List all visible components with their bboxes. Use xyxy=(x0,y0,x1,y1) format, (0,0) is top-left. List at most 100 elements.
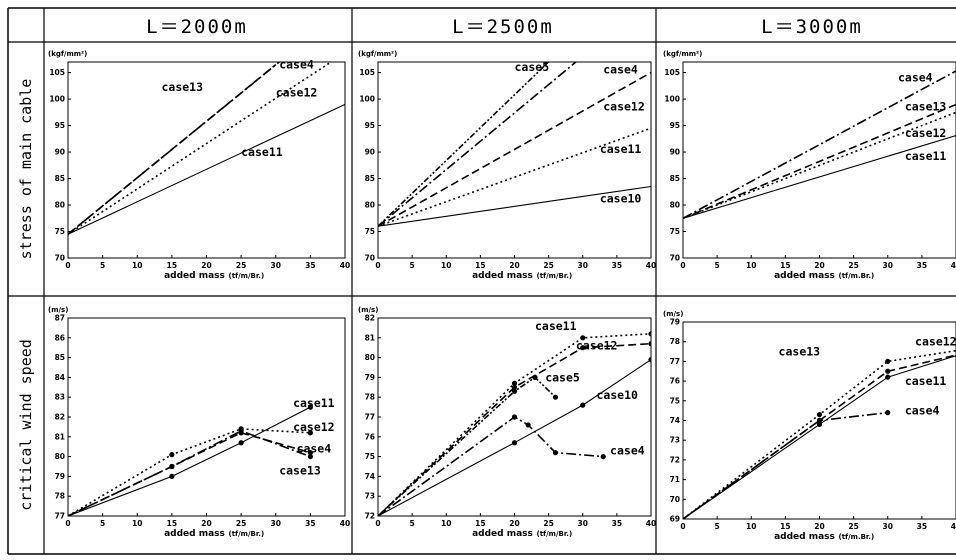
series-label-case12: case12 xyxy=(915,335,956,349)
y-tick-label: 82 xyxy=(55,413,65,422)
x-tick-label: 5 xyxy=(715,522,720,531)
series-label-case5: case5 xyxy=(545,370,580,384)
y-tick-label: 86 xyxy=(55,333,65,342)
series-line-case11 xyxy=(683,355,956,519)
x-tick-label: 25 xyxy=(236,519,246,528)
x-tick-label: 30 xyxy=(578,519,588,528)
y-unit-label: (kgf/mm²) xyxy=(358,50,397,58)
x-tick-label: 40 xyxy=(951,261,956,270)
data-point-case12 xyxy=(511,384,518,390)
x-tick-label: 15 xyxy=(780,261,790,270)
data-point-case11 xyxy=(169,473,175,479)
x-tick-label: 15 xyxy=(167,261,177,270)
x-axis-unit: (tf/m/Br.) xyxy=(537,272,573,280)
y-tick-label: 77 xyxy=(55,512,65,521)
y-tick-label: 80 xyxy=(365,201,375,210)
y-tick-label: 105 xyxy=(49,68,65,77)
y-tick-label: 80 xyxy=(670,201,680,210)
data-point-case4 xyxy=(525,422,531,428)
series-line-case12 xyxy=(683,349,956,519)
x-tick-label: 10 xyxy=(746,261,756,270)
table-frame xyxy=(7,7,956,555)
chart-1: 70 75 80 85 90 95 100 105 0 5 10 15 20 25 30 35 40 (kgf/m… xyxy=(358,50,656,281)
data-point-case5 xyxy=(511,388,518,394)
x-axis-unit: (tf/m.Br.) xyxy=(839,272,875,280)
y-tick-label: 75 xyxy=(365,452,375,461)
chart-3: 77 78 79 80 81 82 83 84 85 86 87 0 5 10 15 20 25 30 35 40 (m… xyxy=(48,306,350,539)
row-title-wind-speed: critical wind speed xyxy=(17,339,35,511)
y-tick-label: 100 xyxy=(49,95,65,104)
series-line-case13 xyxy=(683,354,956,519)
y-tick-label: 74 xyxy=(365,472,375,481)
data-point-case12 xyxy=(307,430,313,436)
x-tick-label: 30 xyxy=(578,261,588,270)
x-tick-label: 30 xyxy=(271,261,281,270)
series-line-case11 xyxy=(683,134,956,219)
x-tick-label: 15 xyxy=(475,519,485,528)
series-label-case13: case13 xyxy=(779,344,821,358)
y-tick-label: 79 xyxy=(55,472,65,481)
series-label-case12: case12 xyxy=(293,420,335,434)
series-label-case11: case11 xyxy=(241,145,283,159)
x-tick-label: 15 xyxy=(475,261,485,270)
series-line-case5 xyxy=(378,61,550,227)
x-tick-label: 40 xyxy=(340,519,350,528)
series-layer xyxy=(68,404,313,516)
y-tick-label: 78 xyxy=(55,492,65,501)
x-tick-label: 40 xyxy=(951,522,956,531)
x-tick-label: 5 xyxy=(715,261,720,270)
x-tick-label: 35 xyxy=(917,522,927,531)
x-tick-label: 40 xyxy=(646,519,656,528)
y-tick-label: 90 xyxy=(55,148,65,157)
data-point-case11 xyxy=(816,421,823,428)
x-axis-unit: (tf/m/Br.) xyxy=(229,272,265,280)
y-tick-label: 100 xyxy=(359,95,375,104)
x-tick-label: 25 xyxy=(848,522,858,531)
y-tick-label: 82 xyxy=(365,314,375,323)
y-tick-label: 85 xyxy=(55,353,65,362)
x-tick-label: 35 xyxy=(305,261,315,270)
chart-4: 72 73 74 75 76 77 78 79 80 81 82 0 5 10 15 20 25 30 35 40 (m… xyxy=(358,306,656,539)
series-label-case4: case4 xyxy=(603,63,638,77)
series-label-case13: case13 xyxy=(279,463,321,477)
y-tick-label: 78 xyxy=(365,393,375,402)
y-tick-label: 75 xyxy=(670,396,680,405)
plot-frame xyxy=(377,61,652,259)
data-point-case13 xyxy=(238,430,244,436)
y-tick-label: 105 xyxy=(664,68,680,77)
y-tick-label: 74 xyxy=(670,416,680,425)
data-point-case11 xyxy=(307,404,313,410)
x-axis-label: added mass xyxy=(164,529,225,539)
x-tick-label: 10 xyxy=(132,519,142,528)
data-point-case12 xyxy=(648,341,651,347)
x-tick-label: 25 xyxy=(543,261,553,270)
series-line-case13 xyxy=(68,431,311,516)
series-line-case5 xyxy=(378,376,557,516)
series-line-case10 xyxy=(378,359,651,516)
series-label-case4: case4 xyxy=(297,442,332,456)
data-point-case13 xyxy=(885,368,891,374)
x-tick-label: 20 xyxy=(201,261,211,270)
y-tick-label: 72 xyxy=(365,512,375,521)
y-tick-label: 70 xyxy=(670,495,680,504)
data-point-case13 xyxy=(307,450,313,456)
x-tick-label: 5 xyxy=(410,261,415,270)
y-tick-label: 85 xyxy=(670,174,680,183)
x-tick-label: 0 xyxy=(680,522,685,531)
y-tick-label: 81 xyxy=(365,333,375,342)
series-line-case4 xyxy=(683,70,956,220)
y-unit-label: (m/s) xyxy=(358,306,378,314)
y-tick-label: 73 xyxy=(670,436,680,445)
column-title-3000: L＝3000m xyxy=(761,16,863,38)
y-tick-label: 75 xyxy=(670,227,680,236)
y-tick-label: 79 xyxy=(365,373,375,382)
y-tick-label: 70 xyxy=(365,254,375,263)
data-point-case12 xyxy=(885,358,891,364)
series-label-case13: case13 xyxy=(905,100,947,114)
x-axis-label: added mass xyxy=(164,271,225,281)
x-tick-label: 30 xyxy=(883,261,893,270)
series-label-case12: case12 xyxy=(576,339,618,353)
y-tick-label: 79 xyxy=(670,318,680,327)
data-point-case5 xyxy=(532,374,538,380)
